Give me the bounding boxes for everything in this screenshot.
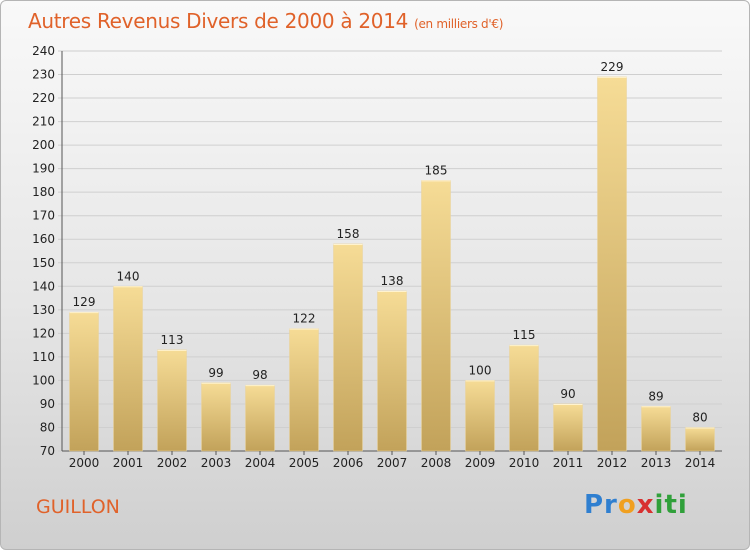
proxiti-logo: Proxiti — [584, 490, 688, 520]
x-tick-label-2008: 2008 — [421, 456, 452, 470]
y-tick-label: 130 — [32, 303, 55, 317]
x-tick-label-2011: 2011 — [553, 456, 584, 470]
y-tick-label: 90 — [40, 397, 55, 411]
x-tick-label-2014: 2014 — [685, 456, 716, 470]
bar-2014 — [685, 427, 715, 452]
bar-2011 — [553, 403, 583, 452]
value-label-2006: 158 — [337, 227, 360, 241]
logo-part-2: o — [617, 490, 637, 520]
bar-2002 — [157, 349, 187, 452]
y-tick-label: 120 — [32, 326, 55, 340]
y-tick-label: 190 — [32, 162, 55, 176]
x-tick-label-2007: 2007 — [377, 456, 408, 470]
bar-2007 — [377, 290, 407, 452]
y-tick-label: 140 — [32, 279, 55, 293]
x-tick-label-2006: 2006 — [333, 456, 364, 470]
value-label-2009: 100 — [469, 363, 492, 377]
y-tick-label: 200 — [32, 138, 55, 152]
chart-subtitle: (en milliers d'€) — [414, 17, 504, 31]
x-tick-label-2009: 2009 — [465, 456, 496, 470]
bar-2008 — [421, 180, 451, 452]
y-tick-label: 230 — [32, 68, 55, 82]
bar-2013 — [641, 406, 671, 452]
logo-part-3: x — [636, 490, 655, 520]
x-tick-label-2000: 2000 — [69, 456, 100, 470]
bar-2009 — [465, 380, 495, 452]
y-tick-label: 110 — [32, 350, 55, 364]
x-tick-label-2004: 2004 — [245, 456, 276, 470]
y-tick-label: 180 — [32, 185, 55, 199]
y-tick-label: 80 — [40, 420, 55, 434]
value-label-2004: 98 — [252, 368, 267, 382]
value-label-2008: 185 — [425, 163, 448, 177]
logo-part-4: iti — [654, 490, 688, 520]
y-tick-label: 100 — [32, 373, 55, 387]
value-label-2013: 89 — [648, 389, 663, 403]
y-tick-label: 70 — [40, 444, 55, 458]
value-label-2000: 129 — [73, 295, 96, 309]
value-label-2003: 99 — [208, 366, 223, 380]
value-label-2014: 80 — [692, 410, 707, 424]
bar-2006 — [333, 243, 363, 452]
x-tick-label-2003: 2003 — [201, 456, 232, 470]
bar-2005 — [289, 328, 319, 452]
y-tick-label: 170 — [32, 209, 55, 223]
chart-title: Autres Revenus Divers de 2000 à 2014 (en … — [28, 9, 503, 33]
x-tick-label-2005: 2005 — [289, 456, 320, 470]
y-tick-label: 210 — [32, 115, 55, 129]
bar-2001 — [113, 286, 143, 452]
x-tick-label-2013: 2013 — [641, 456, 672, 470]
commune-name: GUILLON — [36, 496, 120, 518]
bar-2004 — [245, 384, 275, 452]
bar-2010 — [509, 344, 539, 452]
value-label-2007: 138 — [381, 274, 404, 288]
bar-2003 — [201, 382, 231, 452]
x-tick-label-2012: 2012 — [597, 456, 628, 470]
value-label-2010: 115 — [513, 328, 536, 342]
value-label-2005: 122 — [293, 312, 316, 326]
y-tick-label: 160 — [32, 232, 55, 246]
value-label-2001: 140 — [117, 269, 140, 283]
chart-title-text: Autres Revenus Divers de 2000 à 2014 — [28, 9, 409, 33]
value-label-2012: 229 — [601, 60, 624, 74]
logo-part-1: Pr — [584, 490, 618, 520]
bar-2000 — [69, 311, 99, 452]
value-label-2011: 90 — [560, 387, 575, 401]
x-tick-label-2001: 2001 — [113, 456, 144, 470]
value-label-2002: 113 — [161, 333, 184, 347]
y-tick-label: 150 — [32, 256, 55, 270]
y-tick-label: 220 — [32, 91, 55, 105]
x-tick-label-2010: 2010 — [509, 456, 540, 470]
x-tick-label-2002: 2002 — [157, 456, 188, 470]
bar-2012 — [597, 76, 627, 452]
y-tick-label: 240 — [32, 44, 55, 58]
